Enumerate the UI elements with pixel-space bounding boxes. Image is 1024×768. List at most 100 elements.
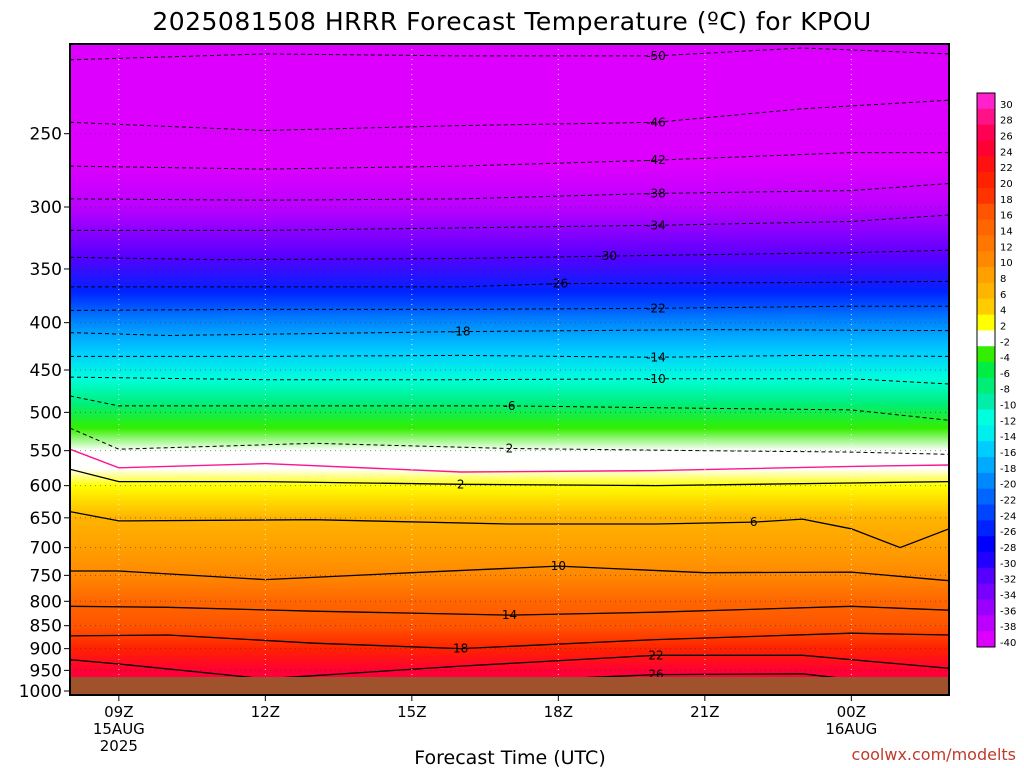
contour-line bbox=[70, 427, 949, 455]
colorbar-label: -10 bbox=[1000, 401, 1016, 412]
colorbar-label: 20 bbox=[1000, 179, 1013, 190]
colorbar-swatch bbox=[977, 219, 995, 236]
y-tick-label: 700 bbox=[30, 539, 62, 559]
colorbar-swatch bbox=[977, 140, 995, 157]
temperature-shading bbox=[70, 44, 949, 695]
x-tick-label: 12Z bbox=[251, 703, 280, 721]
y-tick-label: 900 bbox=[30, 640, 62, 660]
contour-label: -18 bbox=[451, 325, 471, 339]
freezing-line bbox=[70, 448, 949, 473]
grid-lines bbox=[70, 44, 949, 695]
colorbar-swatch bbox=[977, 235, 995, 252]
contour-line bbox=[70, 510, 949, 549]
contour-line bbox=[70, 395, 949, 421]
colorbar-label: -14 bbox=[1000, 432, 1016, 443]
colorbar-swatch bbox=[977, 251, 995, 268]
contour-label: 6 bbox=[750, 515, 758, 529]
contour-line bbox=[70, 183, 949, 201]
colorbar-label: -28 bbox=[1000, 543, 1016, 554]
contour-label: -30 bbox=[597, 249, 617, 263]
contour-label: -42 bbox=[646, 153, 666, 167]
contour-label: -6 bbox=[504, 399, 516, 413]
y-tick-label: 450 bbox=[30, 361, 62, 381]
contour-label: -22 bbox=[646, 301, 666, 315]
contour-line bbox=[70, 249, 949, 261]
contour-label: 14 bbox=[502, 608, 517, 622]
contour-line bbox=[70, 565, 949, 582]
y-tick-label: 550 bbox=[30, 442, 62, 462]
colorbar-label: 28 bbox=[1000, 116, 1013, 127]
pressure-axis: 250 300 350 400 450 500 550 600 650 700 750 800 850 9… bbox=[19, 125, 70, 702]
colorbar-label: -12 bbox=[1000, 416, 1016, 427]
contour-line bbox=[70, 605, 949, 616]
y-tick-label: 600 bbox=[30, 477, 62, 497]
y-tick-label: 350 bbox=[30, 260, 62, 280]
contour-label: 2 bbox=[457, 477, 465, 491]
colorbar-label: 26 bbox=[1000, 131, 1013, 142]
colorbar-label: 14 bbox=[1000, 226, 1013, 237]
x-tick-label: 16AUG bbox=[825, 720, 877, 738]
colorbar-label: 24 bbox=[1000, 147, 1013, 158]
y-tick-label: 750 bbox=[30, 566, 62, 586]
y-tick-label: 650 bbox=[30, 509, 62, 529]
colorbar-swatch bbox=[977, 552, 995, 569]
colorbar-swatch bbox=[977, 377, 995, 395]
colorbar-swatch bbox=[977, 346, 995, 363]
contour-label: 2 bbox=[506, 441, 514, 455]
colorbar-swatch bbox=[977, 409, 995, 426]
colorbar-label: -22 bbox=[1000, 496, 1016, 507]
colorbar-swatch bbox=[977, 488, 995, 506]
contour-label: -46 bbox=[646, 115, 666, 129]
colorbar-label: -34 bbox=[1000, 591, 1016, 602]
colorbar-swatch bbox=[977, 267, 995, 284]
colorbar-swatch bbox=[977, 172, 995, 189]
colorbar-label: 22 bbox=[1000, 163, 1013, 174]
colorbar-label: 16 bbox=[1000, 211, 1013, 222]
colorbar-swatch bbox=[977, 536, 995, 553]
credit-text: coolwx.com/modelts bbox=[852, 745, 1016, 764]
colorbar-label: -8 bbox=[1000, 385, 1010, 396]
contour-line bbox=[70, 280, 949, 288]
x-tick-label: 15Z bbox=[397, 703, 426, 721]
colorbar-swatch bbox=[977, 425, 995, 442]
x-tick-label: 15AUG bbox=[93, 720, 145, 738]
colorbar-label: -32 bbox=[1000, 575, 1016, 586]
contour-lines: -50-46-42-38-34-30-26-22-18-14-10-622610… bbox=[70, 47, 949, 692]
colorbar-swatch bbox=[977, 520, 995, 537]
colorbar-swatch bbox=[977, 187, 995, 205]
contour-line bbox=[70, 329, 949, 337]
y-tick-label: 950 bbox=[30, 661, 62, 681]
colorbar-label: 10 bbox=[1000, 258, 1013, 269]
colorbar-swatch bbox=[977, 583, 995, 601]
colorbar-label: 2 bbox=[1000, 321, 1006, 332]
colorbar-swatch bbox=[977, 631, 995, 648]
y-tick-label: 1000 bbox=[19, 682, 62, 702]
colorbar-label: 12 bbox=[1000, 242, 1013, 253]
ground-layer bbox=[70, 677, 949, 695]
colorbar-swatch bbox=[977, 393, 995, 411]
contour-label: -14 bbox=[646, 350, 666, 364]
colorbar-label: -40 bbox=[1000, 638, 1016, 649]
colorbar-swatch bbox=[977, 567, 995, 585]
chart-title: 2025081508 HRRR Forecast Temperature (ºC… bbox=[152, 7, 871, 36]
colorbar-label: 6 bbox=[1000, 290, 1006, 301]
x-tick-label: 21Z bbox=[690, 703, 719, 721]
x-tick-label: 09Z bbox=[104, 703, 133, 721]
colorbar-swatch bbox=[977, 457, 995, 474]
colorbar-label: -16 bbox=[1000, 448, 1016, 459]
colorbar-swatch bbox=[977, 330, 995, 347]
contour-line bbox=[70, 152, 949, 170]
colorbar-label: -36 bbox=[1000, 606, 1016, 617]
colorbar-label: -18 bbox=[1000, 464, 1016, 475]
colorbar-swatch bbox=[977, 282, 995, 300]
colorbar-swatch bbox=[977, 314, 995, 331]
colorbar-legend: 30 28 26 24 22 20 18 16 14 12 10 8 6 4 2 -2 -4 -6 -8 -10 -12… bbox=[976, 92, 1016, 649]
contour-line bbox=[70, 305, 949, 311]
contour-line bbox=[70, 376, 949, 385]
colorbar-swatch bbox=[977, 93, 995, 110]
y-tick-label: 500 bbox=[30, 403, 62, 423]
y-tick-label: 800 bbox=[30, 592, 62, 612]
colorbar-label: 18 bbox=[1000, 195, 1013, 206]
contour-label: -34 bbox=[646, 218, 666, 232]
